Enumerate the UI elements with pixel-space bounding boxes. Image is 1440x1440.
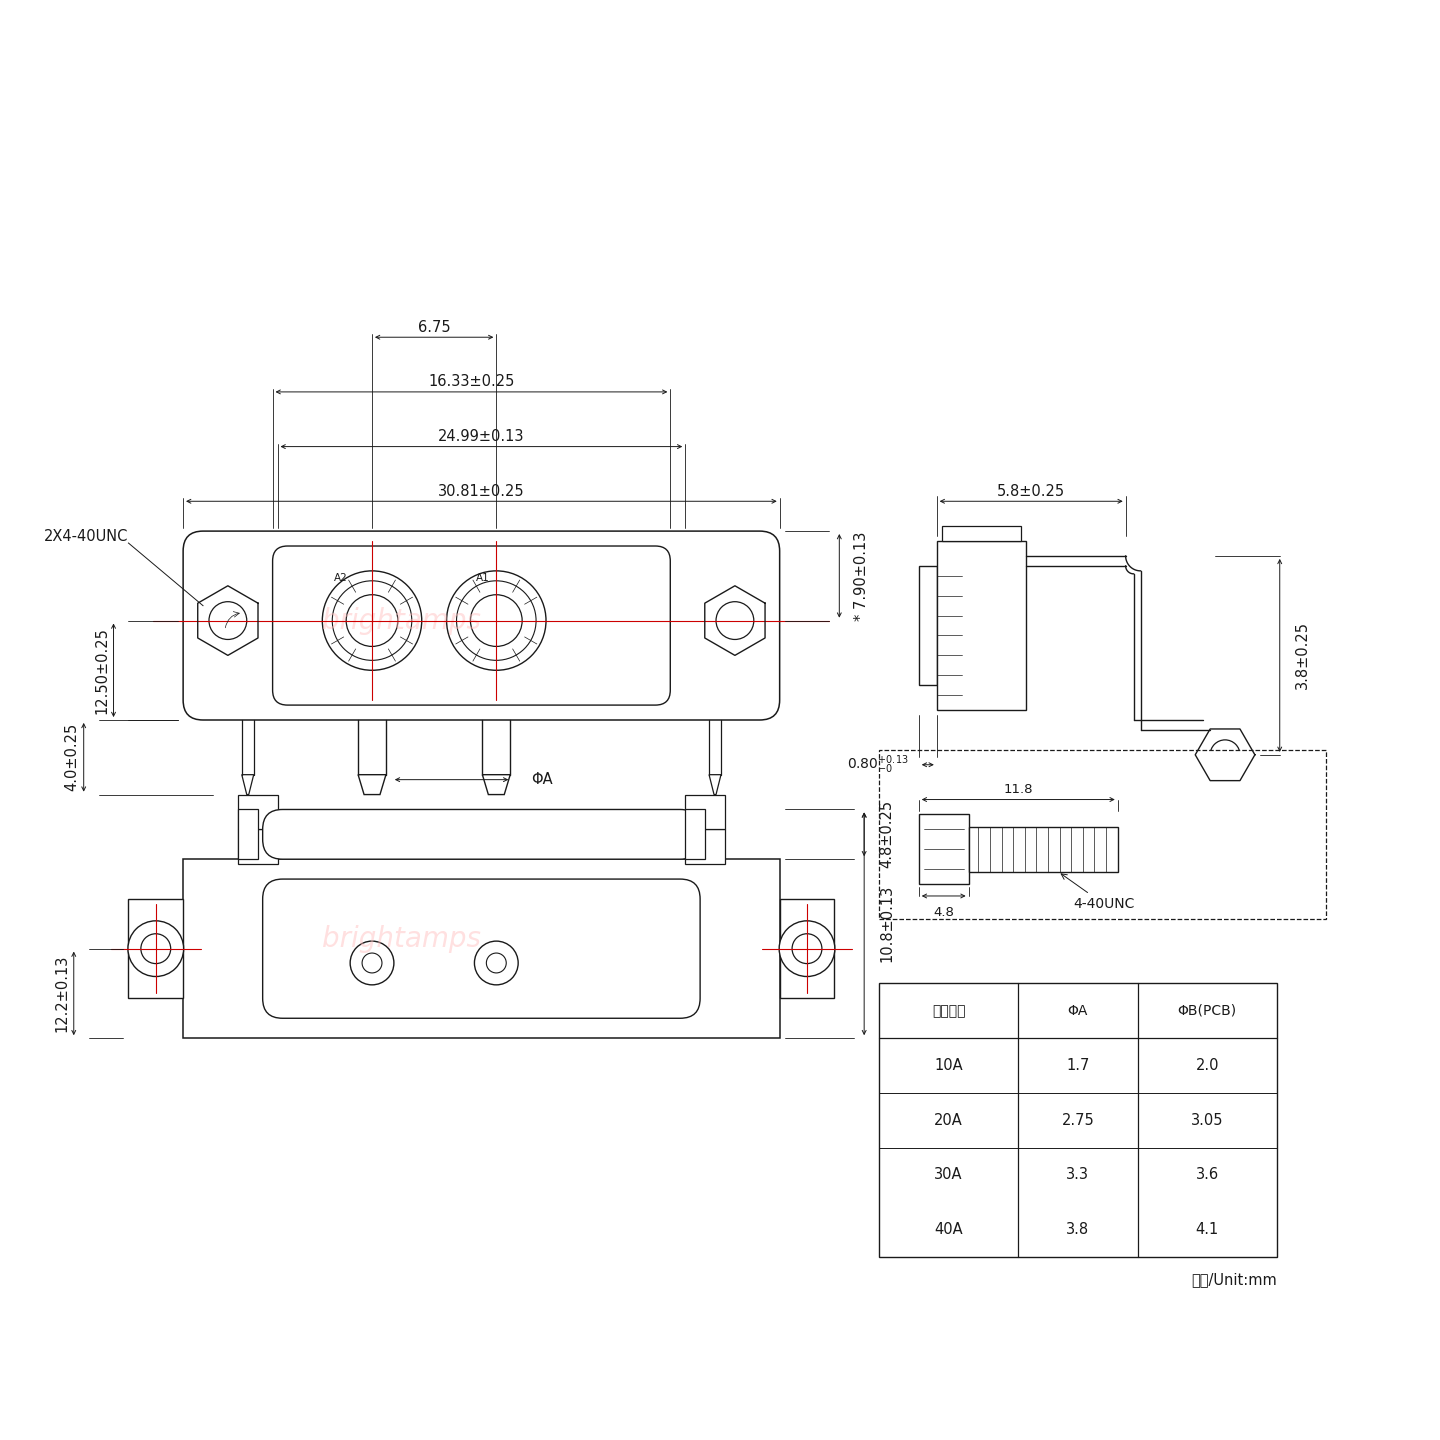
Circle shape (1210, 740, 1240, 770)
Text: 4.1: 4.1 (1195, 1223, 1218, 1237)
Bar (969, 827, 1117, 871)
Text: 40A: 40A (935, 1223, 963, 1237)
Text: 10A: 10A (935, 1058, 963, 1073)
Text: 2.75: 2.75 (1061, 1113, 1094, 1128)
Text: 30.81±0.25: 30.81±0.25 (438, 484, 524, 498)
Polygon shape (242, 775, 253, 795)
Circle shape (333, 580, 412, 661)
Bar (919, 566, 937, 685)
Circle shape (361, 953, 382, 973)
Bar (183, 860, 779, 1038)
Text: 30A: 30A (935, 1168, 963, 1182)
Circle shape (474, 942, 518, 985)
Text: 20A: 20A (935, 1113, 963, 1128)
Circle shape (487, 953, 507, 973)
Bar (919, 815, 969, 884)
Text: 4-40UNC: 4-40UNC (1061, 874, 1135, 912)
Text: 4.8±0.25: 4.8±0.25 (878, 801, 894, 868)
Text: 额定电流: 额定电流 (932, 1004, 965, 1018)
Circle shape (779, 920, 835, 976)
Circle shape (446, 570, 546, 670)
Text: 6.75: 6.75 (418, 320, 451, 334)
Bar (878, 984, 1277, 1257)
Text: ΦA: ΦA (1067, 1004, 1089, 1018)
FancyBboxPatch shape (262, 878, 700, 1018)
Text: 3.05: 3.05 (1191, 1113, 1224, 1128)
Bar (685, 809, 706, 860)
Circle shape (456, 580, 536, 661)
Circle shape (128, 920, 184, 976)
Circle shape (141, 933, 171, 963)
Polygon shape (708, 775, 721, 795)
Bar (685, 829, 724, 864)
Text: 单位/Unit:mm: 单位/Unit:mm (1191, 1272, 1277, 1287)
Bar (238, 829, 278, 864)
Text: 5.8±0.25: 5.8±0.25 (996, 484, 1066, 498)
Circle shape (716, 602, 753, 639)
Text: brightamps: brightamps (323, 606, 481, 635)
Circle shape (209, 602, 246, 639)
Text: 3.8: 3.8 (1067, 1223, 1090, 1237)
Bar (238, 795, 278, 829)
Text: 3.3: 3.3 (1067, 1168, 1090, 1182)
Text: 1.7: 1.7 (1066, 1058, 1090, 1073)
Bar (942, 526, 1021, 541)
Bar (238, 809, 258, 860)
Text: ΦB(PCB): ΦB(PCB) (1178, 1004, 1237, 1018)
Text: 24.99±0.13: 24.99±0.13 (438, 429, 524, 444)
FancyBboxPatch shape (272, 546, 670, 706)
Bar (685, 795, 724, 829)
Text: 2X4-40UNC: 2X4-40UNC (45, 528, 128, 543)
Text: 3.6: 3.6 (1195, 1168, 1218, 1182)
FancyBboxPatch shape (183, 531, 779, 720)
Text: $0.80^{+0.13}_{-0}$: $0.80^{+0.13}_{-0}$ (847, 753, 909, 776)
Polygon shape (482, 775, 510, 795)
Text: ΦA: ΦA (531, 772, 553, 788)
Bar (779, 899, 834, 998)
Circle shape (350, 942, 395, 985)
Text: 10.8±0.13: 10.8±0.13 (878, 886, 894, 962)
Text: 11.8: 11.8 (1004, 783, 1032, 796)
FancyBboxPatch shape (262, 809, 700, 860)
Text: 4.0±0.25: 4.0±0.25 (65, 723, 79, 792)
Text: 12.50±0.25: 12.50±0.25 (94, 626, 109, 714)
Text: 16.33±0.25: 16.33±0.25 (428, 374, 514, 389)
Text: 2.0: 2.0 (1195, 1058, 1218, 1073)
Polygon shape (359, 775, 386, 795)
Text: 4.8: 4.8 (933, 906, 955, 919)
Text: 12.2±0.13: 12.2±0.13 (55, 955, 69, 1032)
Bar (878, 750, 1326, 919)
Bar (128, 899, 183, 998)
Bar (937, 541, 1027, 710)
Text: A2: A2 (334, 573, 348, 583)
Text: brightamps: brightamps (323, 924, 481, 953)
Text: A1: A1 (477, 573, 490, 583)
Circle shape (471, 595, 523, 647)
Text: 3.8±0.25: 3.8±0.25 (1295, 622, 1309, 690)
Circle shape (346, 595, 397, 647)
Circle shape (792, 933, 822, 963)
Text: * 7.90±0.13: * 7.90±0.13 (854, 531, 870, 621)
Circle shape (323, 570, 422, 670)
